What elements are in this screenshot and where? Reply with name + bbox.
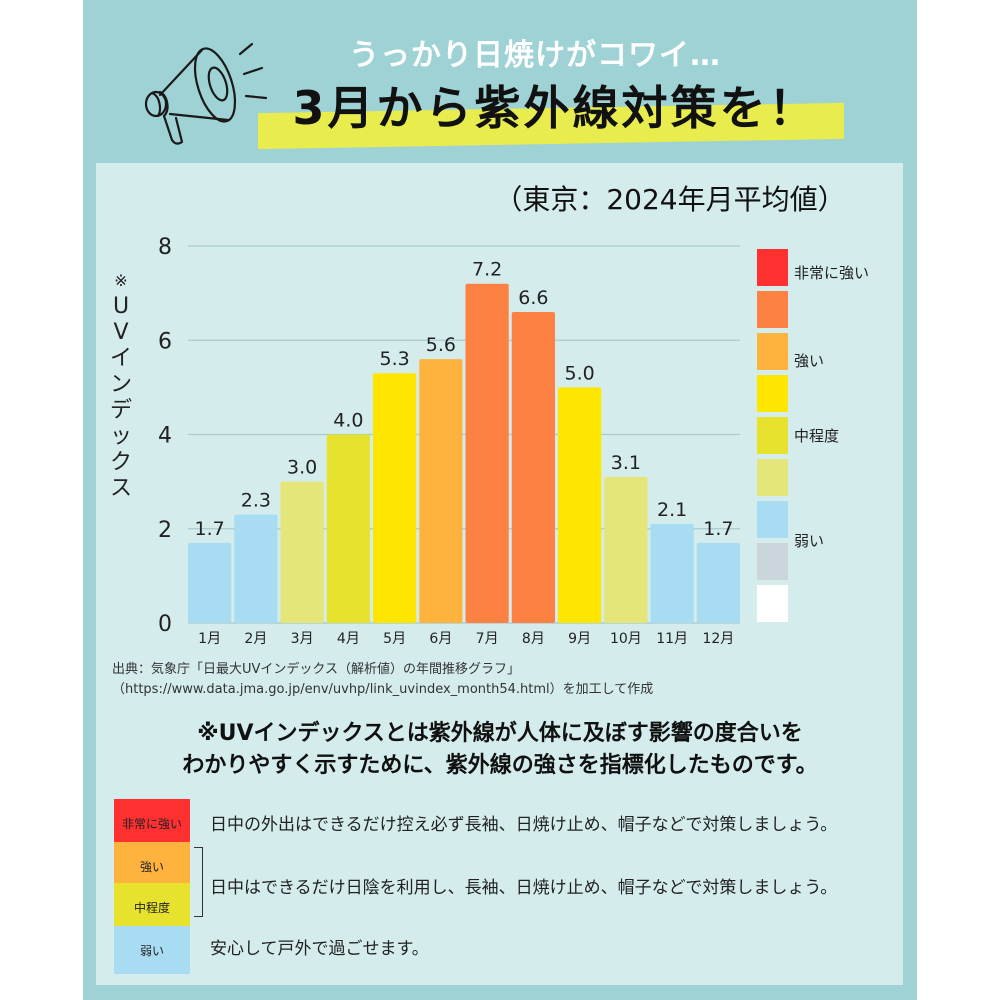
x-tick-label: 3月 — [291, 631, 314, 647]
category-row-moderate: 中程度 — [114, 883, 190, 931]
legend-swatch — [757, 333, 788, 370]
bar-7月 — [465, 283, 509, 623]
y-axis-label-char: ス — [109, 476, 132, 501]
uv-bar-chart: 0 2 4 6 8 1.7 1月 2.3 2月 3.0 3月 4.0 4月 5.3 5月 5.6 6月 7.2 7月… — [158, 235, 788, 647]
y-axis-label: ※ U V インデックス — [106, 268, 136, 502]
legend-swatch — [757, 543, 788, 580]
source-line-2: （https://www.data.jma.go.jp/env/uvhp/lin… — [112, 682, 654, 697]
page-title: 3月から紫外線対策を！ — [292, 81, 818, 135]
legend-label: 非常に強い — [794, 264, 870, 282]
y-axis-label-char: ク — [109, 450, 132, 475]
source-line-1: 出典：気象庁「日最大UVインデックス（解析値）の年間推移グラフ」 — [112, 662, 521, 677]
bar-value-label: 3.0 — [287, 457, 317, 479]
legend-label: 強い — [794, 352, 825, 370]
category-row-very-strong: 非常に強い — [114, 799, 190, 847]
bar-8月 — [511, 311, 555, 623]
x-tick-label: 2月 — [244, 631, 267, 647]
bar-value-label: 1.7 — [703, 518, 733, 540]
bar-value-label: 2.3 — [241, 490, 271, 512]
x-tick-label: 9月 — [568, 631, 591, 647]
category-badge-very-strong: 非常に強い — [114, 799, 190, 847]
y-axis-label-char: ※ — [114, 271, 128, 290]
source-citation: 出典：気象庁「日最大UVインデックス（解析値）の年間推移グラフ」 （https:… — [112, 660, 653, 700]
y-axis-label-char: U — [112, 294, 130, 319]
x-tick-label: 8月 — [522, 631, 545, 647]
x-tick-label: 1月 — [198, 631, 221, 647]
legend-swatch — [757, 501, 788, 538]
category-row-weak: 弱い — [114, 926, 190, 974]
megaphone-icon — [144, 42, 268, 145]
bar-11月 — [650, 524, 694, 623]
x-tick-label: 10月 — [610, 631, 642, 647]
advice-strong-moderate: 日中はできるだけ日陰を利用し、長袖、日焼け止め、帽子などで対策しましょう。 — [210, 878, 838, 898]
x-tick-label: 4月 — [337, 631, 360, 647]
bar-value-label: 7.2 — [472, 259, 502, 281]
note-line-1: ※UVインデックスとは紫外線が人体に及ぼす影響の度合いを — [197, 721, 803, 746]
bar-value-label: 5.6 — [426, 334, 456, 356]
bar-6月 — [419, 359, 463, 623]
uv-index-note: ※UVインデックスとは紫外線が人体に及ぼす影響の度合いを わかりやすく示すために… — [120, 718, 880, 782]
bar-value-label: 6.6 — [518, 287, 548, 309]
bar-9月 — [558, 387, 602, 623]
bar-4月 — [326, 434, 370, 623]
bar-value-label: 3.1 — [611, 452, 641, 474]
header-subtitle: うっかり日焼けがコワイ… — [349, 38, 721, 73]
x-tick-label: 11月 — [656, 631, 688, 647]
y-tick-label: 2 — [158, 518, 172, 543]
y-tick-label: 6 — [158, 329, 172, 354]
x-tick-label: 6月 — [429, 631, 452, 647]
legend-label: 弱い — [794, 532, 825, 550]
advice-very-strong: 日中の外出はできるだけ控え必ず長袖、日焼け止め、帽子などで対策しましょう。 — [210, 815, 838, 835]
legend-label: 中程度 — [794, 427, 840, 445]
y-tick-label: 8 — [158, 235, 172, 260]
bar-12月 — [696, 542, 740, 623]
bar-value-label: 5.3 — [380, 348, 410, 370]
bar-3月 — [280, 481, 324, 623]
y-axis-label-char: デ — [109, 398, 132, 423]
advice-weak: 安心して戸外で過ごせます。 — [210, 939, 429, 959]
y-tick-label: 0 — [158, 612, 172, 637]
bar-1月 — [188, 542, 232, 623]
x-tick-label: 7月 — [476, 631, 499, 647]
bar-2月 — [234, 514, 278, 623]
note-line-2: わかりやすく示すために、紫外線の強さを指標化したものです。 — [182, 753, 818, 778]
category-badge-moderate: 中程度 — [114, 883, 190, 931]
legend-swatch — [757, 459, 788, 496]
category-badge-weak: 弱い — [114, 926, 190, 974]
y-axis-label-char: ン — [109, 372, 132, 397]
bar-value-label: 2.1 — [657, 499, 687, 521]
x-tick-label: 12月 — [702, 631, 734, 647]
y-axis-label-char: V — [113, 320, 129, 345]
bar-5月 — [373, 373, 417, 623]
legend-swatch — [757, 249, 788, 286]
legend-swatch — [757, 585, 788, 622]
y-axis-label-char: ッ — [109, 424, 132, 449]
y-axis-label-char: イ — [109, 346, 132, 371]
bar-value-label: 4.0 — [333, 410, 363, 432]
x-tick-label: 5月 — [383, 631, 406, 647]
bar-value-label: 5.0 — [565, 362, 595, 384]
chart-title: （東京：2024年月平均値） — [494, 183, 846, 216]
legend-swatch — [757, 291, 788, 328]
bar-value-label: 1.7 — [195, 518, 225, 540]
legend-swatch — [757, 417, 788, 454]
y-tick-label: 4 — [158, 424, 172, 449]
category-badge-strong: 強い — [114, 842, 190, 890]
bracket-strong-moderate — [194, 847, 203, 917]
bar-10月 — [604, 476, 648, 623]
legend-swatch — [757, 375, 788, 412]
category-row-strong: 強い — [114, 842, 190, 890]
